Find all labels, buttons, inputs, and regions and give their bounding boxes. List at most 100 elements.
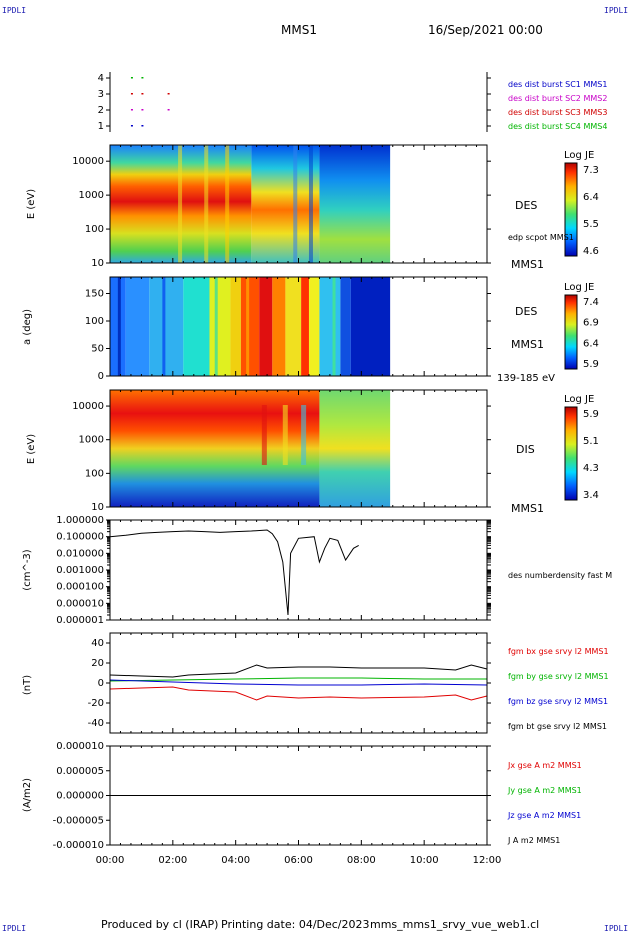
dis-energy-colorbar-tick-label: 5.1 — [583, 436, 599, 447]
corner-mark-bottom-left: IPDLI — [2, 924, 27, 933]
dis-energy-colorbar-tick-label: 5.9 — [583, 409, 599, 420]
bfield-legend-entry: fgm bx gse srvy l2 MMS1 — [508, 647, 609, 656]
dis-energy-y-tick-label: 10000 — [72, 401, 104, 412]
pitch-angle-block — [308, 277, 320, 376]
x-tick-label: 12:00 — [473, 855, 502, 866]
bfield-y-tick-label: 0 — [98, 678, 104, 689]
pitch-angle-streak — [332, 277, 336, 376]
burst-marker — [167, 93, 170, 95]
pitch-angle-y-tick-label: 100 — [85, 316, 104, 327]
density-y-tick-label: 0.000001 — [56, 615, 104, 626]
dis-energy-ylabel: E (eV) — [26, 434, 37, 464]
density-y-tick-label: 0.000010 — [56, 598, 104, 609]
des-energy-colorbar-tick-label: 4.6 — [583, 246, 599, 257]
bfield-line — [109, 686, 488, 701]
burst-marker — [141, 93, 144, 95]
pitch-angle-block — [319, 277, 341, 376]
burst-marker — [130, 77, 133, 79]
pitch-angle-block — [183, 277, 210, 376]
pitch-angle-block — [240, 277, 260, 376]
des-energy-label2: edp scpot MMS1 — [508, 233, 574, 242]
des-energy-ylabel: E (eV) — [26, 189, 37, 219]
burst-y-tick-label: 3 — [98, 89, 104, 100]
spectrogram-streak — [282, 405, 288, 465]
spectrogram-streak — [225, 145, 230, 263]
current-y-tick-label: -0.000005 — [53, 815, 104, 826]
pitch-angle-streak — [214, 277, 218, 376]
des-energy-y-tick-label: 10 — [91, 258, 104, 269]
corner-mark-bottom-right: IPDLI — [604, 924, 629, 933]
datetime-title: 16/Sep/2021 00:00 — [428, 23, 543, 37]
spectrogram-block — [251, 145, 320, 263]
pitch-angle-block — [259, 277, 273, 376]
pitch-angle-block — [340, 277, 351, 376]
bfield-line — [109, 677, 487, 682]
current-legend-entry: Jx gse A m2 MMS1 — [507, 761, 582, 770]
pitch-angle-y-tick-label: 50 — [91, 344, 104, 355]
footer-filename: mms_mms1_srvy_vue_web1.cl — [370, 918, 540, 931]
burst-legend-entry: des dist burst SC2 MMS2 — [508, 94, 607, 103]
pitch-angle-colorbar-tick-label: 5.9 — [583, 359, 599, 370]
dis-energy-bottom-label: MMS1 — [511, 502, 544, 515]
pitch-angle-energy-range: 139-185 eV — [497, 373, 555, 384]
dis-energy-label: DIS — [516, 443, 535, 456]
x-tick-label: 04:00 — [221, 855, 250, 866]
x-tick-label: 10:00 — [410, 855, 439, 866]
density-y-tick-label: 0.010000 — [56, 548, 104, 559]
x-tick-label: 02:00 — [158, 855, 187, 866]
des-energy-colorbar-title: Log JE — [564, 150, 594, 161]
dis-energy-colorbar-tick-label: 3.4 — [583, 490, 599, 501]
burst-y-tick-label: 1 — [98, 121, 104, 132]
burst-y-tick-label: 2 — [98, 105, 104, 116]
burst-legend-entry: des dist burst SC1 MMS1 — [508, 80, 607, 89]
spectrogram-block — [110, 390, 320, 507]
burst-legend-entry: des dist burst SC4 MMS4 — [508, 122, 607, 131]
bfield-line — [109, 664, 488, 678]
density-y-tick-label: 0.000100 — [56, 582, 104, 593]
pitch-angle-block — [272, 277, 286, 376]
spacecraft-title: MMS1 — [281, 23, 317, 37]
current-legend-entry: J A m2 MMS1 — [507, 836, 560, 845]
spectrogram-block — [319, 145, 391, 263]
footer-produced-by: Produced by cl (IRAP) — [101, 918, 219, 931]
bfield-legend-entry: fgm bt gse srvy l2 MMS1 — [508, 722, 607, 731]
des-energy-y-tick-label: 100 — [85, 224, 104, 235]
current-legend-entry: Jy gse A m2 MMS1 — [507, 786, 582, 795]
des-energy-spectrogram-image — [110, 145, 391, 263]
des-energy-colorbar-tick-label: 5.5 — [583, 219, 599, 230]
spectrogram-streak — [204, 145, 209, 263]
current-ylabel: (A/m2) — [22, 778, 33, 812]
bfield-frame — [109, 632, 488, 734]
dis-energy-colorbar — [564, 406, 578, 501]
pitch-angle-colorbar-tick-label: 6.9 — [583, 318, 599, 329]
current-y-tick-label: 0.000010 — [56, 741, 104, 752]
burst-marker — [141, 125, 144, 127]
density-y-tick-label: 0.100000 — [56, 532, 104, 543]
pitch-angle-block — [209, 277, 231, 376]
pitch-angle-block — [149, 277, 184, 376]
des-energy-y-tick-label: 1000 — [79, 190, 104, 201]
pitch-angle-block — [301, 277, 309, 376]
burst-marker — [167, 109, 170, 111]
des-energy-bottom-label: MMS1 — [511, 258, 544, 271]
burst-legend-entry: des dist burst SC3 MMS3 — [508, 108, 607, 117]
spectrogram-streak — [301, 405, 307, 465]
des-energy-colorbar-tick-label: 6.4 — [583, 192, 599, 203]
corner-mark-top-left: IPDLI — [2, 6, 27, 15]
x-tick-label: 08:00 — [347, 855, 376, 866]
burst-marker — [141, 109, 144, 111]
bfield-y-tick-label: 40 — [91, 638, 104, 649]
corner-mark-top-right: IPDLI — [604, 6, 629, 15]
burst-marker — [130, 109, 133, 111]
burst-marker — [130, 93, 133, 95]
pitch-angle-ylabel: a (deg) — [22, 309, 33, 345]
pitch-angle-label: DES — [515, 305, 537, 318]
bfield-y-tick-label: -40 — [88, 718, 104, 729]
des-energy-colorbar-tick-label: 7.3 — [583, 165, 599, 176]
pitch-angle-block — [285, 277, 302, 376]
des-pitch-angle-image — [110, 277, 391, 376]
burst-y-tick-label: 4 — [98, 73, 104, 84]
bfield-y-tick-label: -20 — [88, 698, 104, 709]
density-ylabel: (cm^-3) — [22, 549, 33, 590]
